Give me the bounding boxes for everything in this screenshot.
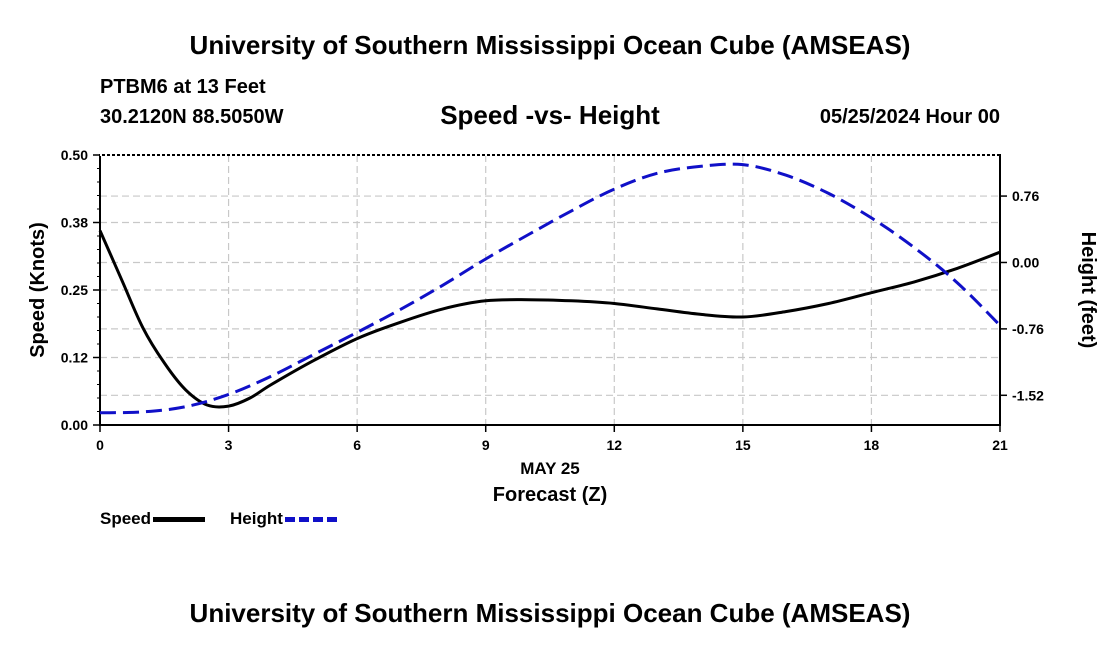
y2-axis-label: Height (feet): [1077, 232, 1099, 349]
footer-title: University of Southern Mississippi Ocean…: [189, 598, 911, 628]
y2-tick-label: 0.76: [1012, 188, 1039, 204]
y2-tick-label: 0.00: [1012, 254, 1039, 270]
x-tick-label: 12: [606, 437, 622, 453]
y-tick-label: 0.25: [61, 282, 88, 298]
y-tick-label: 0.50: [61, 147, 88, 163]
x-tick-label: 15: [735, 437, 751, 453]
legend-height-swatch: [284, 516, 337, 522]
legend-speed: Speed: [100, 509, 206, 529]
series-lines: [98, 162, 1002, 415]
chart-title: University of Southern Mississippi Ocean…: [189, 30, 911, 60]
legend-speed-swatch: [153, 516, 206, 522]
series-line-speed: [98, 229, 1001, 409]
coordinates-label: 30.2120N 88.5050W: [100, 106, 284, 128]
y2-tick-label: -1.52: [1012, 387, 1044, 403]
x-tick-label: 3: [225, 437, 233, 453]
legend-speed-label: Speed: [100, 509, 152, 528]
x-axis-sublabel: MAY 25: [520, 459, 580, 478]
series-line-height: [99, 162, 1002, 415]
y2-tick-label: -0.76: [1012, 321, 1044, 337]
legend-height: Height: [230, 509, 337, 529]
grid-lines: [100, 155, 1000, 425]
x-axis-label: Forecast (Z): [493, 484, 607, 506]
y-tick-label: 0.38: [61, 215, 88, 231]
y-axis-label: Speed (Knots): [27, 222, 49, 358]
speed-height-chart: 0 3 6 9 12 15 18 21 0.00 0.12 0.25 0.38 0.50 -1.52 -0.…: [27, 147, 1099, 506]
legend-height-label: Height: [230, 509, 283, 528]
forecast-datetime: 05/25/2024 Hour 00: [819, 106, 1000, 128]
x-tick-label: 6: [353, 437, 361, 453]
x-tick-label: 21: [992, 437, 1008, 453]
x-tick-label: 0: [96, 437, 104, 453]
station-label: PTBM6 at 13 Feet: [100, 76, 266, 98]
y-tick-label: 0.00: [61, 417, 88, 433]
axis-ticks: 0 3 6 9 12 15 18 21 0.00 0.12 0.25 0.38 0.50 -1.52 -0.…: [61, 147, 1044, 453]
y-tick-label: 0.12: [61, 350, 88, 366]
x-tick-label: 9: [482, 437, 490, 453]
x-tick-label: 18: [864, 437, 880, 453]
chart-subtitle: Speed -vs- Height: [440, 100, 660, 130]
